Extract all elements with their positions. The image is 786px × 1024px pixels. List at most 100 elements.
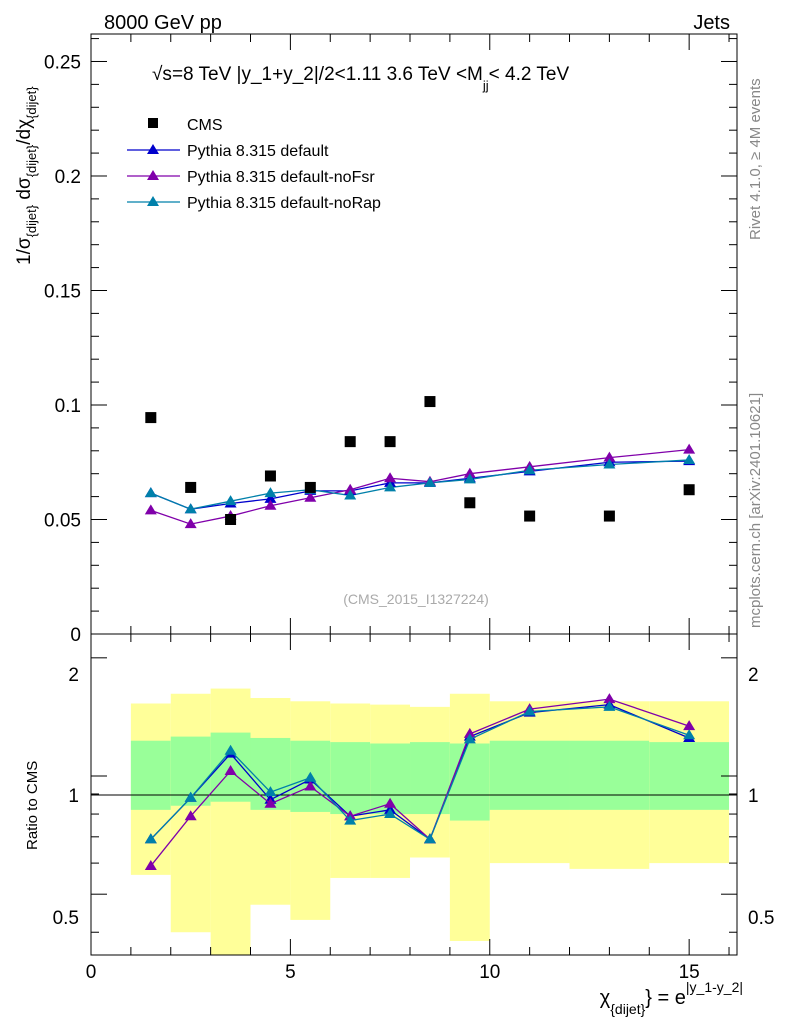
ratio-inner-band xyxy=(649,742,730,810)
ratio-inner-band xyxy=(569,740,650,810)
legend-nofsr-marker xyxy=(147,170,159,180)
ratio-marker-norap xyxy=(224,744,237,755)
main-x-ticks xyxy=(90,34,730,634)
cms-data-point xyxy=(603,510,615,522)
main-marker-default xyxy=(264,492,277,503)
ratio-marker-norap xyxy=(603,700,616,711)
analysis-label: (CMS_2015_I1327224) xyxy=(343,591,489,607)
ratio-marker-nofsr xyxy=(224,764,237,775)
ratio-panel: 0.5 1 2 0.5 1 2 Ratio to CMS xyxy=(24,633,774,956)
x-tick-label: 5 xyxy=(285,962,296,983)
ratio-marker-norap xyxy=(683,729,696,740)
ratio-y-label: Ratio to CMS xyxy=(24,761,41,850)
main-marker-nofsr xyxy=(683,443,696,454)
cms-data-point xyxy=(185,481,197,493)
ylabel-d: {dijet} xyxy=(24,144,39,177)
main-marker-norap xyxy=(224,495,237,506)
main-marker-norap xyxy=(184,503,197,514)
main-marker-norap xyxy=(423,476,436,487)
cms-data-point xyxy=(524,510,536,522)
cms-data-point xyxy=(225,513,237,525)
main-marker-nofsr xyxy=(463,467,476,478)
main-marker-nofsr xyxy=(384,472,397,483)
ratio-line-norap xyxy=(150,706,690,841)
title-end: < 4.2 TeV xyxy=(489,64,570,85)
cms-data-point xyxy=(424,396,436,408)
ratio-inner-band xyxy=(489,740,570,810)
legend-cms-marker xyxy=(148,118,158,128)
ratio-marker-norap xyxy=(463,733,476,744)
main-line-norap xyxy=(150,459,690,510)
legend-norap-marker xyxy=(147,196,159,206)
ratio-marker-nofsr xyxy=(144,859,157,870)
x-tick-labels: 0 5 10 15 xyxy=(86,962,700,983)
cms-data-point xyxy=(384,436,396,448)
ratio-marker-nofsr xyxy=(384,797,397,808)
main-series-lines xyxy=(150,449,690,525)
x-axis-label: χ{dijet}} = e|y_1-y_2| xyxy=(600,979,743,1017)
main-marker-norap xyxy=(463,473,476,484)
plot-title: √s=8 TeV |y_1+y_2|/2<1.11 3.6 TeV <Mjj< … xyxy=(152,64,569,93)
main-marker-norap xyxy=(344,489,357,500)
ratio-marker-norap xyxy=(344,814,357,825)
ratio-outer-band xyxy=(210,688,251,955)
ratio-marker-nofsr xyxy=(304,780,317,791)
ratio-ytick-2-left: 2 xyxy=(68,665,79,686)
main-y-ticks xyxy=(91,38,737,635)
title-sub: jj xyxy=(482,78,489,93)
ylabel-a: 1/σ xyxy=(14,237,35,265)
title-mid: =8 TeV |y_1+y_2|/2<1.11 3.6 TeV <M xyxy=(172,64,483,85)
cms-data-point xyxy=(683,484,695,496)
ratio-marker-norap xyxy=(144,833,157,844)
main-marker-nofsr xyxy=(264,499,277,510)
main-panel: 0 0.05 0.1 0.15 0.2 0.25 √s=8 TeV |y_1+y_2|/2… xyxy=(14,33,738,646)
ratio-marker-nofsr xyxy=(683,720,696,731)
ratio-marker-norap xyxy=(264,786,277,797)
main-line-nofsr xyxy=(150,449,690,525)
ratio-inner-band xyxy=(330,742,371,815)
ylabel-b: {dijet} xyxy=(24,204,39,237)
main-y-tick-label: 0.05 xyxy=(44,510,81,531)
main-marker-norap xyxy=(384,481,397,492)
legend-default-label: Pythia 8.315 default xyxy=(187,143,329,160)
cms-data-point xyxy=(145,412,157,424)
rivet-version-label: Rivet 4.1.0, ≥ 4M events xyxy=(747,78,764,240)
ratio-marker-norap xyxy=(384,808,397,819)
cms-data-point xyxy=(264,470,276,482)
main-marker-norap xyxy=(264,487,277,498)
legend-cms-label: CMS xyxy=(187,117,223,134)
mcplots-label: mcplots.cern.ch [arXiv:2401.10621] xyxy=(747,393,764,628)
main-marker-nofsr xyxy=(304,491,317,502)
xlabel-sub: {dijet} xyxy=(610,1001,645,1017)
ratio-inner-band xyxy=(410,742,450,815)
main-marker-nofsr xyxy=(144,504,157,515)
ratio-marker-nofsr xyxy=(264,797,277,808)
ratio-ytick-1-left: 1 xyxy=(68,786,79,807)
legend-nofsr-label: Pythia 8.315 default-noFsr xyxy=(187,169,375,186)
ylabel-c: dσ xyxy=(14,177,35,205)
cms-data-point xyxy=(464,497,476,509)
main-y-tick-labels: 0 0.05 0.1 0.15 0.2 0.25 xyxy=(44,52,81,646)
ratio-marker-norap xyxy=(304,771,317,782)
x-tick-label: 10 xyxy=(479,962,500,983)
ratio-series-lines xyxy=(144,693,696,870)
main-marker-nofsr xyxy=(603,451,616,462)
cms-data-point xyxy=(344,436,356,448)
main-y-tick-label: 0 xyxy=(70,625,81,646)
ylabel-f: {dijet} xyxy=(24,86,39,119)
ylabel-e: /dχ xyxy=(14,119,35,145)
main-y-tick-label: 0.2 xyxy=(55,167,81,188)
cms-data-point xyxy=(304,481,316,493)
ratio-line-nofsr xyxy=(150,698,690,867)
title-sqrt: √s xyxy=(152,64,172,85)
legend: CMS Pythia 8.315 default Pythia 8.315 de… xyxy=(127,117,381,212)
ratio-marker-norap xyxy=(523,705,536,716)
main-y-tick-label: 0.15 xyxy=(44,281,81,302)
ratio-marker-nofsr xyxy=(463,727,476,738)
header-energy: 8000 GeV pp xyxy=(104,12,222,34)
xlabel-chi: χ xyxy=(600,987,611,1009)
main-data-points xyxy=(144,396,696,529)
ratio-marker-nofsr xyxy=(603,693,616,704)
ratio-ytick-1-right: 1 xyxy=(748,786,759,807)
